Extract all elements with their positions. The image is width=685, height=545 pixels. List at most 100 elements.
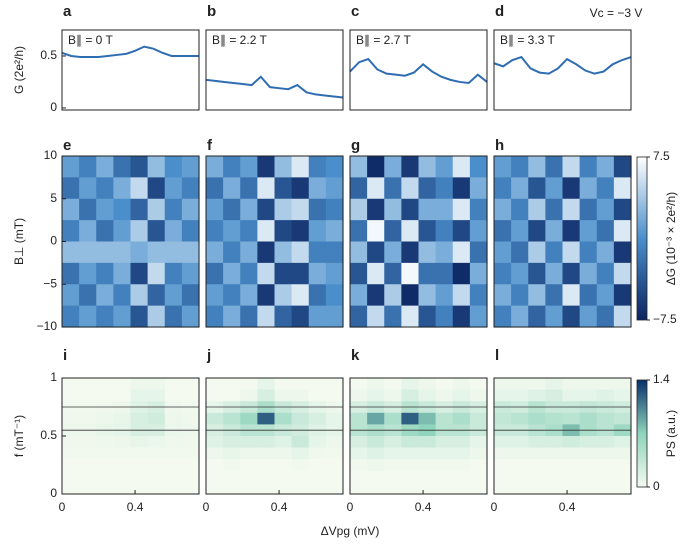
heatmap-cell — [401, 198, 420, 221]
heatmap-cell — [545, 389, 564, 402]
heatmap-cell — [435, 156, 454, 178]
heatmap-cell — [511, 447, 529, 460]
heatmap-cell — [579, 305, 598, 328]
heatmap-cell — [164, 198, 183, 221]
heatmap-cell — [367, 177, 385, 200]
heatmap-cell — [367, 262, 385, 285]
heatmap-cell — [257, 177, 276, 200]
panel-label: e — [63, 137, 71, 154]
heatmap-cell — [181, 284, 200, 307]
heatmap-cell — [130, 262, 149, 285]
heatmap-cell — [62, 284, 80, 307]
heatmap-cell — [494, 459, 512, 472]
heatmap-cell — [130, 198, 149, 221]
heatmap-cell — [206, 305, 224, 328]
heatmap-cell — [579, 378, 598, 391]
heatmap-cell — [206, 459, 224, 472]
heatmap-cell — [469, 459, 488, 472]
heatmap-cell — [147, 482, 166, 495]
heatmap-cell — [79, 470, 97, 483]
heatmap-cell — [418, 220, 437, 243]
heatmap-cell — [562, 389, 581, 402]
heatmap-cell — [96, 220, 114, 243]
plot-frame — [205, 155, 344, 328]
heatmap-cell — [596, 156, 615, 178]
heatmap-cell — [147, 378, 166, 391]
heatmap-cell — [367, 284, 385, 307]
heatmap-cell — [291, 305, 310, 328]
heatmap-cell — [274, 241, 293, 264]
heatmap-cell — [494, 156, 512, 178]
heatmap-cell — [367, 198, 385, 221]
heatmap-cell — [435, 305, 454, 328]
heatmap-cell — [469, 412, 488, 425]
heatmap-cell — [511, 262, 529, 285]
heatmap-cell — [181, 262, 200, 285]
heatmap-cell — [528, 470, 546, 483]
heatmap-cell — [469, 305, 488, 328]
line — [493, 55, 632, 75]
heatmap-cell — [206, 482, 224, 495]
heatmap-cell — [223, 482, 241, 495]
heatmap-cell — [257, 459, 276, 472]
heatmap-cell — [613, 220, 632, 243]
heatmap-cell — [181, 220, 200, 243]
heatmap-cell — [308, 447, 327, 460]
heatmap-cell — [384, 389, 402, 402]
heatmap-cell — [452, 378, 471, 391]
heatmap-cell — [511, 378, 529, 391]
y-tick-label: 1 — [50, 370, 57, 384]
heatmap-cell — [418, 482, 437, 495]
heatmap-cell — [384, 378, 402, 391]
heatmap-cell — [240, 459, 258, 472]
heatmap-cell — [401, 482, 420, 495]
heatmap-cell — [130, 470, 149, 483]
heatmap-cell — [613, 198, 632, 221]
heatmap-cell — [164, 389, 183, 402]
heatmap-cell — [291, 262, 310, 285]
panel-label: a — [63, 3, 72, 20]
heatmap-cell — [130, 156, 149, 178]
heatmap-cell — [325, 241, 344, 264]
heatmap-cell — [435, 241, 454, 264]
heatmap-cell — [96, 156, 114, 178]
heatmap-cell — [257, 284, 276, 307]
heatmap-cell — [147, 177, 166, 200]
heatmap-cell — [164, 156, 183, 178]
heatmap-cell — [596, 305, 615, 328]
heatmap-cell — [164, 470, 183, 483]
heatmap-cell — [579, 198, 598, 221]
heatmap-cell — [511, 156, 529, 178]
y-axis-label: G (2e²/h) — [12, 46, 26, 94]
y-tick-label: −10 — [37, 319, 58, 333]
heatmap-cell — [350, 389, 368, 402]
heatmap-cell — [579, 459, 598, 472]
heatmap-cell — [308, 220, 327, 243]
colorbar-tick-label: 0 — [653, 479, 660, 493]
heatmap-cell — [291, 412, 310, 425]
heatmap-cell — [164, 378, 183, 391]
heatmap-cell — [494, 284, 512, 307]
heatmap-cell — [469, 198, 488, 221]
heatmap-cell — [62, 262, 80, 285]
heatmap-cell — [223, 262, 241, 285]
heatmap-cell — [257, 470, 276, 483]
heatmap-cell — [325, 156, 344, 178]
heatmap-cell — [545, 305, 564, 328]
heatmap-cell — [452, 482, 471, 495]
heatmap-cell — [96, 470, 114, 483]
heatmap-cell — [494, 305, 512, 328]
heatmap-cell — [308, 284, 327, 307]
panel-annotation: B∥ = 0 T — [68, 33, 113, 47]
heatmap-cell — [113, 482, 132, 495]
heatmap-cell — [613, 177, 632, 200]
heatmap-cell — [291, 470, 310, 483]
heatmap-cell — [164, 177, 183, 200]
heatmap-cell — [528, 284, 546, 307]
heatmap-cell — [164, 412, 183, 425]
heatmap-cell — [494, 482, 512, 495]
heatmap-cell — [147, 470, 166, 483]
heatmap-cell — [401, 447, 420, 460]
heatmap-cell — [367, 447, 385, 460]
heatmap-cell — [308, 156, 327, 178]
